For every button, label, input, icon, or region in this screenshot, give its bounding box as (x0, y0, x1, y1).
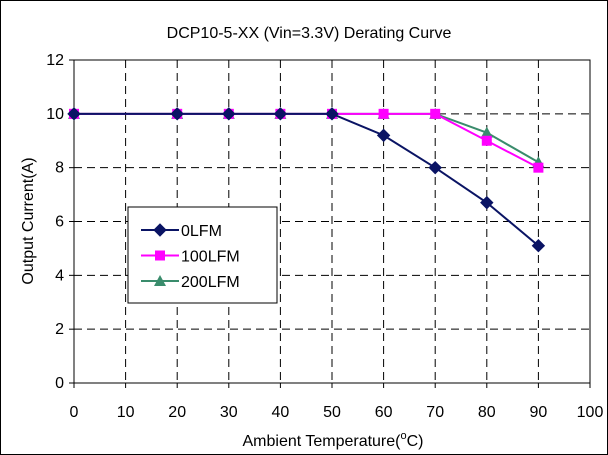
data-point-0lfm (376, 128, 391, 143)
x-axis-label: Ambient Temperature(oC) (242, 430, 423, 450)
legend: 0LFM 100LFM 200LFM (127, 206, 278, 304)
y-axis-ticks: 0 2 4 6 8 10 12 (46, 52, 74, 392)
data-point-100lfm (378, 108, 389, 119)
legend-marker-0lfm (153, 223, 167, 237)
y-tick-label: 10 (46, 106, 64, 123)
y-tick-label: 0 (55, 375, 64, 392)
data-point-0lfm (325, 107, 339, 121)
x-axis-ticks: 0 10 20 30 40 50 60 70 80 90 100 (70, 383, 604, 421)
x-tick-label: 40 (272, 404, 290, 421)
x-tick-label: 90 (530, 404, 548, 421)
x-axis-label-main: Ambient Temperature( (242, 433, 401, 450)
x-tick-label: 30 (220, 404, 238, 421)
x-axis-label-unit: C) (407, 433, 424, 450)
data-point-100lfm (533, 162, 544, 173)
data-point-100lfm (430, 108, 441, 119)
legend-label-0lfm: 0LFM (181, 223, 222, 240)
y-tick-label: 8 (55, 160, 64, 177)
chart-title: DCP10-5-XX (Vin=3.3V) Derating Curve (167, 25, 452, 42)
x-tick-label: 60 (375, 404, 393, 421)
x-tick-label: 100 (577, 404, 604, 421)
y-tick-label: 6 (55, 214, 64, 231)
series-0lfm (67, 107, 546, 253)
x-tick-label: 70 (426, 404, 444, 421)
data-point-0lfm (531, 239, 546, 253)
legend-label-200lfm: 200LFM (181, 274, 240, 291)
data-point-0lfm (480, 195, 494, 210)
data-point-0lfm (67, 107, 81, 121)
y-tick-label: 4 (55, 267, 64, 284)
y-tick-label: 2 (55, 321, 64, 338)
data-point-0lfm (170, 107, 184, 121)
x-tick-label: 80 (478, 404, 496, 421)
x-tick-label: 10 (117, 404, 135, 421)
data-point-100lfm (481, 135, 492, 146)
data-point-0lfm (222, 107, 236, 121)
data-point-200lfm (480, 126, 493, 138)
series-layer (67, 107, 546, 253)
x-tick-label: 20 (168, 404, 186, 421)
legend-marker-200lfm (154, 275, 166, 286)
data-point-0lfm (428, 160, 442, 175)
y-tick-label: 12 (46, 52, 64, 69)
y-axis-label: Output Current(A) (20, 157, 37, 284)
data-point-0lfm (273, 107, 288, 121)
legend-label-100lfm: 100LFM (181, 249, 240, 266)
x-tick-label: 0 (70, 404, 79, 421)
x-axis-label-degree: o (400, 430, 406, 442)
x-tick-label: 50 (323, 404, 341, 421)
legend-marker-100lfm (155, 250, 165, 261)
